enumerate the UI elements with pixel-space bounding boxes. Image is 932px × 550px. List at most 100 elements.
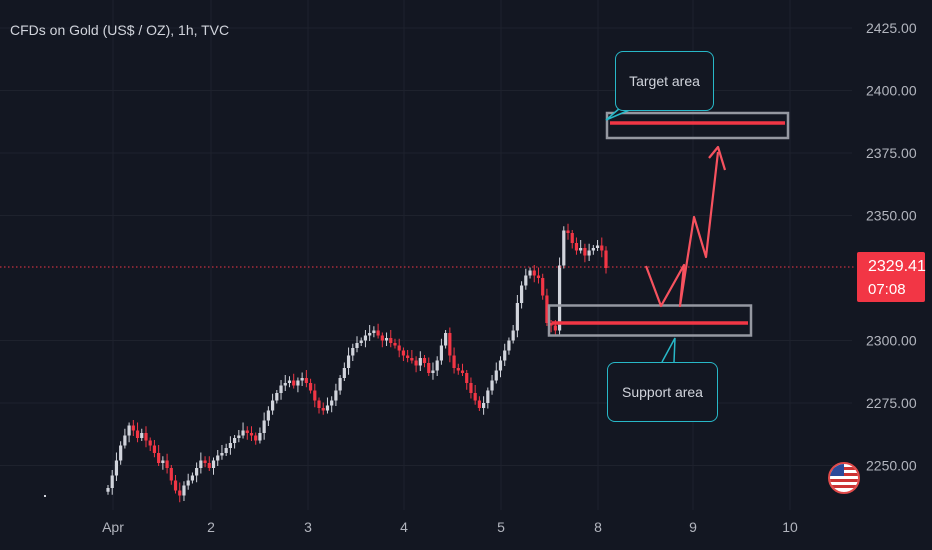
candle-body [258, 433, 262, 441]
candle-body [363, 335, 368, 341]
candle-body [304, 378, 308, 383]
candle-body [220, 453, 224, 456]
candle-body [195, 468, 199, 476]
candle-body [401, 350, 406, 356]
candle-body [317, 400, 321, 408]
x-tick-label: 4 [400, 519, 408, 535]
x-tick-label: 10 [782, 519, 798, 535]
x-tick-label: Apr [102, 519, 124, 535]
current-price-value: 2329.41 [868, 258, 926, 275]
candle-body [313, 390, 317, 401]
candle-body [123, 435, 127, 446]
time-axis[interactable]: Apr 2 3 4 5 8 9 10 [102, 519, 798, 535]
candle-body [536, 275, 541, 278]
target-area-callout[interactable]: Target area [615, 51, 714, 111]
candle-body [507, 340, 511, 351]
candle-body [131, 425, 135, 431]
support-area-callout[interactable]: Support area [607, 362, 718, 422]
candle-body [262, 420, 266, 433]
candle-body [393, 343, 397, 346]
candle-body [355, 343, 359, 348]
candle-body [486, 390, 490, 403]
candle-body [144, 433, 148, 441]
candle-body [266, 410, 270, 421]
y-tick-label: 2400.00 [866, 83, 917, 99]
candle-body [334, 390, 338, 401]
candle-body [110, 475, 114, 488]
candle-body [380, 335, 384, 341]
candle-body [178, 490, 182, 496]
candle-body [397, 345, 401, 351]
x-tick-label: 5 [497, 519, 505, 535]
grid-lines [0, 0, 852, 510]
y-tick-label: 2300.00 [866, 333, 917, 349]
price-axis[interactable]: 2425.00 2400.00 2375.00 2350.00 2300.00 2275.… [866, 20, 917, 474]
drawing-overlays[interactable] [0, 107, 856, 363]
support-area-label: Support area [622, 384, 703, 400]
candle-body [300, 378, 304, 381]
candle-body [211, 460, 216, 468]
candle-body [308, 383, 313, 391]
candle-body [444, 333, 448, 346]
candle-body [418, 358, 422, 366]
candle-body [140, 433, 144, 438]
candle-body [515, 303, 519, 331]
candle-body [287, 380, 292, 383]
candle-body [384, 338, 389, 341]
candle-body [169, 468, 173, 481]
candle-body [595, 245, 600, 248]
candle-body [233, 438, 237, 443]
candle-body [490, 380, 494, 391]
candle-body [439, 345, 444, 361]
us-flag-icon[interactable] [828, 462, 860, 494]
candle-body [410, 358, 414, 361]
candle-body [182, 485, 186, 496]
candle-body [557, 265, 562, 331]
candle-body [562, 230, 566, 266]
current-price-tag: 2329.41 07:08 [857, 252, 926, 302]
candle-body [600, 245, 604, 251]
y-tick-label: 2425.00 [866, 20, 917, 36]
candle-body [604, 250, 608, 268]
candle-body [161, 460, 165, 463]
candle-body [553, 325, 557, 331]
candle-body [456, 368, 460, 371]
candle-body [372, 330, 376, 333]
candle-body [270, 400, 275, 411]
y-tick-label: 2375.00 [866, 145, 917, 161]
candle-body [532, 270, 536, 276]
candle-body [228, 443, 232, 448]
candle-body [114, 460, 119, 476]
candle-body [431, 370, 435, 373]
y-tick-label: 2350.00 [866, 208, 917, 224]
candle-body [330, 400, 334, 406]
x-tick-label: 2 [207, 519, 215, 535]
candle-body [452, 355, 456, 368]
candle-body [44, 495, 46, 497]
candle-body [477, 400, 481, 408]
candle-body [190, 475, 195, 481]
candle-body [368, 333, 372, 336]
candle-body [199, 460, 203, 468]
candle-body [245, 430, 249, 433]
candle-body [207, 463, 211, 468]
candle-body [292, 380, 296, 386]
candle-body [549, 323, 553, 326]
candle-body [296, 380, 300, 386]
candle-body [241, 430, 245, 436]
candle-body [127, 425, 131, 436]
candle-body [237, 435, 241, 438]
candle-body [503, 350, 507, 361]
candle-body [283, 383, 287, 386]
x-tick-label: 3 [304, 519, 312, 535]
candle-body [427, 363, 431, 373]
target-callout-pointer [605, 107, 635, 121]
x-tick-label: 8 [594, 519, 602, 535]
candle-body [587, 250, 591, 256]
candle-body [216, 455, 220, 461]
candle-body [524, 275, 528, 286]
candle-body [351, 348, 355, 356]
support-zone-box [547, 304, 753, 337]
candle-body [473, 393, 477, 401]
